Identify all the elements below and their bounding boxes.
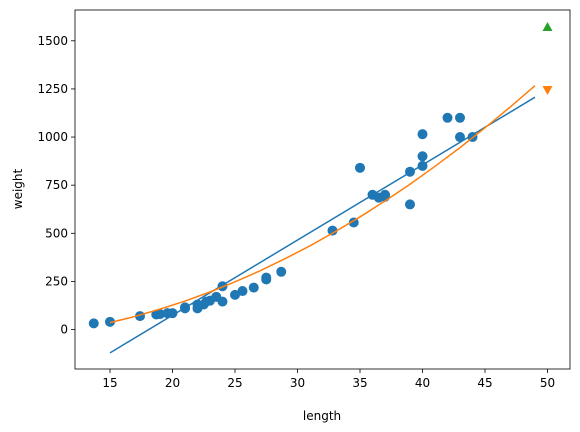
- y-tick-label: 1500: [37, 34, 68, 48]
- data-point: [327, 225, 338, 236]
- polynomial-fit-curve: [109, 85, 536, 324]
- x-axis: 15 20 25 30 35 40 45 50: [102, 369, 555, 390]
- data-point: [261, 272, 272, 283]
- data-point: [442, 112, 453, 123]
- data-point: [355, 162, 365, 173]
- y-tick-label: 1000: [37, 130, 68, 144]
- data-point: [230, 289, 240, 300]
- chart-marks: [88, 22, 553, 354]
- plot-background: [75, 10, 570, 369]
- data-point: [417, 151, 428, 162]
- x-tick-label: 40: [415, 376, 430, 390]
- x-tick-label: 30: [290, 376, 305, 390]
- y-axis-label: weight: [11, 168, 25, 209]
- x-tick-label: 35: [352, 376, 367, 390]
- x-tick-label: 20: [165, 376, 180, 390]
- data-point: [155, 309, 165, 320]
- x-tick-label: 50: [540, 376, 555, 390]
- data-point: [417, 129, 428, 140]
- linear-fit-line: [109, 96, 536, 354]
- data-point: [217, 296, 228, 307]
- y-tick-label: 250: [45, 274, 68, 288]
- data-point: [405, 199, 415, 210]
- y-axis: 0 250 500 750 1000 1250 1500: [37, 34, 75, 337]
- data-point: [276, 266, 287, 277]
- data-point: [455, 112, 465, 123]
- x-tick-label: 25: [227, 376, 242, 390]
- data-point: [237, 286, 248, 297]
- prediction-marker-up: [542, 22, 553, 32]
- x-axis-label: length: [303, 409, 341, 423]
- data-point: [88, 318, 99, 329]
- y-tick-label: 1250: [37, 82, 68, 96]
- plot-frame: [74, 9, 571, 370]
- data-point: [455, 132, 465, 143]
- y-tick-label: 750: [45, 178, 68, 192]
- data-point: [248, 282, 259, 293]
- y-tick-label: 0: [60, 323, 68, 337]
- prediction-marker-down: [542, 85, 553, 95]
- x-tick-label: 45: [477, 376, 492, 390]
- x-tick-label: 15: [102, 376, 117, 390]
- data-point: [167, 308, 178, 319]
- y-tick-label: 500: [45, 226, 68, 240]
